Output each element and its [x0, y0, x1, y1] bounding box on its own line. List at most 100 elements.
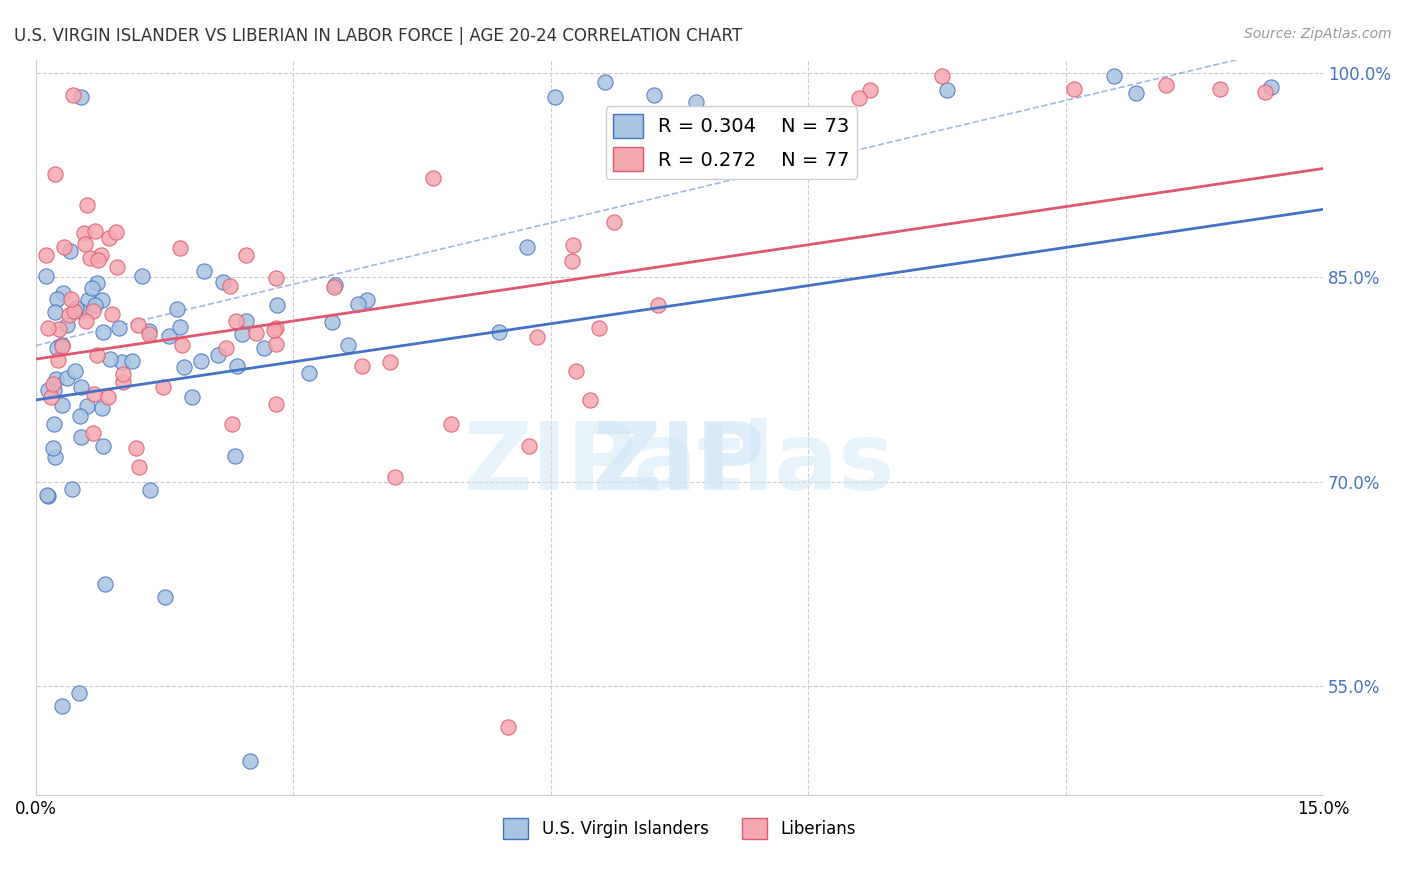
Point — [35, 248, 58, 262]
Point — [93, 576, 115, 591]
Point — [44, 305, 66, 319]
Point — [56, 318, 79, 333]
Point — [488, 325, 510, 339]
Point — [75, 314, 97, 328]
Point — [75, 237, 97, 252]
Point — [235, 248, 257, 262]
Point — [125, 441, 148, 455]
Point — [1209, 82, 1232, 96]
Point — [51, 398, 73, 412]
Point — [1102, 70, 1125, 84]
Point — [108, 321, 131, 335]
Point — [101, 307, 124, 321]
Point — [643, 87, 665, 102]
Point — [152, 379, 174, 393]
Point — [1254, 85, 1277, 99]
Point — [323, 278, 346, 293]
Point — [65, 301, 87, 315]
Point — [221, 417, 243, 431]
Point — [86, 348, 108, 362]
Point — [51, 338, 73, 352]
Point — [73, 226, 96, 240]
Point — [105, 260, 128, 274]
Point — [1125, 86, 1147, 100]
Point — [44, 167, 66, 181]
Point — [245, 326, 267, 341]
Point — [55, 370, 77, 384]
Point — [41, 390, 63, 404]
Point — [1154, 78, 1177, 92]
Legend: U.S. Virgin Islanders, Liberians: U.S. Virgin Islanders, Liberians — [496, 812, 862, 846]
Point — [1260, 79, 1282, 94]
Point — [37, 383, 59, 397]
Point — [67, 685, 90, 699]
Point — [84, 224, 107, 238]
Point — [69, 304, 91, 318]
Point — [153, 591, 176, 605]
Point — [80, 280, 103, 294]
Point — [848, 91, 870, 105]
Point — [266, 298, 288, 312]
Point — [516, 240, 538, 254]
Point — [87, 253, 110, 268]
Point — [51, 339, 73, 353]
Point — [264, 397, 287, 411]
Point — [440, 417, 463, 431]
Point — [51, 699, 73, 714]
Point — [685, 95, 707, 110]
Point — [593, 75, 616, 89]
Point — [526, 329, 548, 343]
Point — [579, 392, 602, 407]
Point — [346, 297, 368, 311]
Point — [69, 409, 91, 424]
Point — [166, 301, 188, 316]
Point — [169, 319, 191, 334]
Point — [69, 380, 91, 394]
Point — [215, 341, 238, 355]
Point — [42, 441, 65, 455]
Point — [935, 83, 957, 97]
Text: Source: ZipAtlas.com: Source: ZipAtlas.com — [1244, 27, 1392, 41]
Point — [139, 483, 162, 497]
Point — [90, 293, 112, 308]
Point — [44, 372, 66, 386]
Point — [46, 353, 69, 368]
Point — [588, 321, 610, 335]
Point — [70, 430, 93, 444]
Point — [86, 276, 108, 290]
Point — [544, 90, 567, 104]
Point — [60, 482, 83, 496]
Point — [321, 315, 343, 329]
Point — [211, 276, 233, 290]
Point — [231, 326, 253, 341]
Point — [266, 336, 288, 351]
Point — [76, 198, 98, 212]
Point — [62, 87, 84, 102]
Point — [35, 269, 58, 284]
Point — [112, 375, 135, 389]
Point — [37, 321, 59, 335]
Point — [602, 215, 624, 229]
Point — [128, 460, 150, 475]
Point — [90, 248, 112, 262]
Point — [53, 240, 76, 254]
Point — [169, 241, 191, 255]
Point — [170, 338, 193, 352]
Point — [59, 293, 82, 307]
Point — [263, 323, 285, 337]
Point — [207, 347, 229, 361]
Point — [384, 469, 406, 483]
Point — [138, 327, 160, 342]
Point — [82, 426, 104, 441]
Point — [111, 355, 134, 369]
Text: ZIP: ZIP — [593, 418, 766, 510]
Point — [70, 90, 93, 104]
Point — [239, 754, 262, 768]
Point — [82, 303, 104, 318]
Point — [91, 325, 114, 339]
Point — [337, 338, 360, 352]
Point — [931, 69, 953, 83]
Point — [83, 387, 105, 401]
Point — [77, 293, 100, 307]
Point — [219, 279, 242, 293]
